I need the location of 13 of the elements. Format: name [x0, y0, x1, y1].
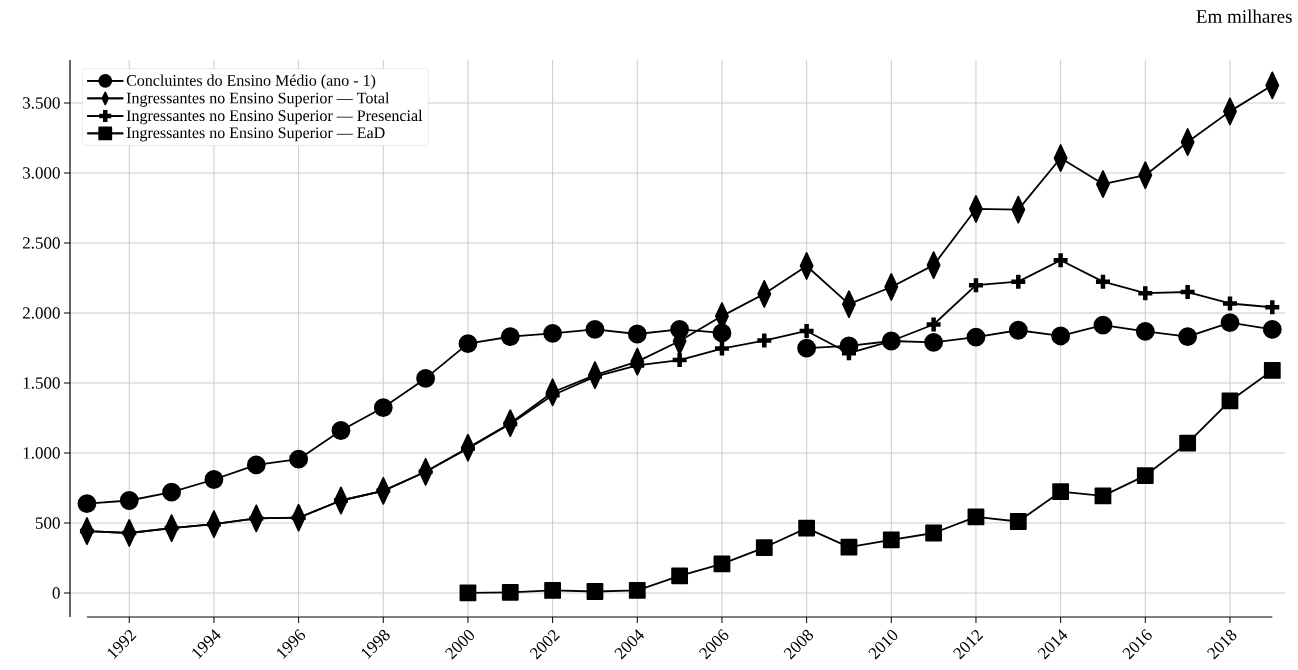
y-tick-label: 0	[52, 587, 60, 599]
y-tick-label: 2.500	[22, 237, 60, 249]
y-tick-label: 1.500	[23, 377, 60, 389]
y-tick-label: 1.000	[23, 447, 60, 459]
y-tick-label: 3.500	[23, 97, 60, 109]
legend-label: Ingressantes no Ensino Superior — Total	[126, 92, 390, 107]
y-tick-label: 500	[35, 517, 60, 529]
legend-label: Concluintes do Ensino Médio (ano - 1)	[126, 74, 376, 90]
y-tick-label: 3.000	[23, 167, 60, 179]
legend-label: Ingressantes no Ensino Superior — EaD	[126, 127, 385, 142]
y-tick-label: 2.000	[22, 307, 60, 319]
legend-label: Ingressantes no Ensino Superior — Presencial	[126, 109, 423, 125]
text: Em milhares	[1196, 9, 1292, 23]
